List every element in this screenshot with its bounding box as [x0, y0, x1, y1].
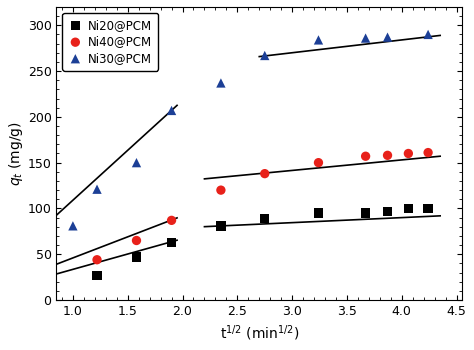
X-axis label: t$^{1/2}$ (min$^{1/2}$): t$^{1/2}$ (min$^{1/2}$): [219, 323, 299, 343]
Ni30@PCM: [261, 53, 269, 58]
Ni20@PCM: [261, 216, 269, 221]
Ni20@PCM: [168, 239, 175, 245]
Ni30@PCM: [315, 37, 322, 43]
Ni20@PCM: [384, 208, 392, 214]
Ni30@PCM: [168, 108, 175, 113]
Ni20@PCM: [217, 223, 225, 229]
Ni20@PCM: [315, 210, 322, 216]
Ni40@PCM: [133, 238, 140, 243]
Ni40@PCM: [315, 160, 322, 166]
Ni30@PCM: [133, 160, 140, 166]
Ni40@PCM: [424, 150, 432, 155]
Ni20@PCM: [405, 206, 412, 211]
Ni40@PCM: [384, 153, 392, 158]
Ni20@PCM: [133, 254, 140, 260]
Ni20@PCM: [362, 210, 369, 216]
Ni40@PCM: [217, 187, 225, 193]
Ni20@PCM: [424, 206, 432, 211]
Ni40@PCM: [261, 171, 269, 176]
Ni30@PCM: [384, 34, 392, 40]
Ni30@PCM: [424, 32, 432, 37]
Legend: Ni20@PCM, Ni40@PCM, Ni30@PCM: Ni20@PCM, Ni40@PCM, Ni30@PCM: [63, 13, 158, 71]
Y-axis label: $q_{t}$ (mg/g): $q_{t}$ (mg/g): [7, 121, 25, 186]
Ni20@PCM: [93, 273, 101, 278]
Ni30@PCM: [217, 80, 225, 86]
Ni30@PCM: [93, 187, 101, 192]
Ni30@PCM: [362, 35, 369, 41]
Ni30@PCM: [69, 223, 77, 229]
Ni40@PCM: [362, 153, 369, 159]
Ni40@PCM: [93, 257, 101, 262]
Ni40@PCM: [168, 218, 175, 223]
Ni40@PCM: [405, 151, 412, 156]
